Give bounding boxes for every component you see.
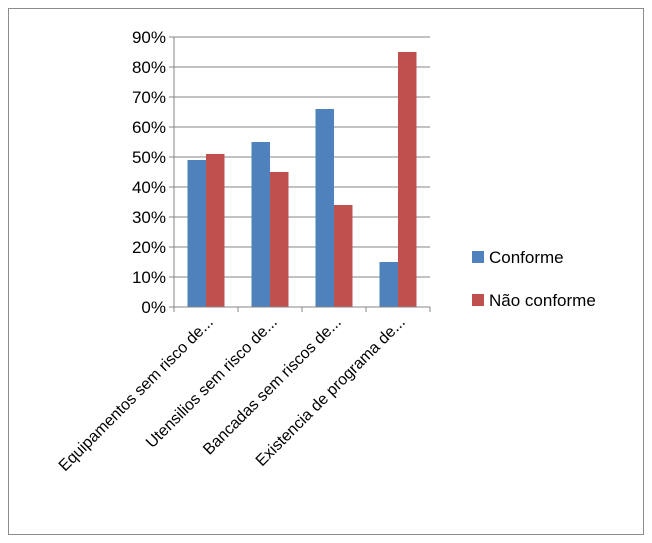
y-tick-label: 20%	[132, 238, 166, 257]
y-tick-label: 10%	[132, 268, 166, 287]
y-tick-label: 90%	[132, 28, 166, 47]
legend-swatch	[472, 294, 484, 306]
bar	[187, 160, 206, 307]
y-tick-label: 70%	[132, 88, 166, 107]
y-tick-label: 40%	[132, 178, 166, 197]
legend-label: Não conforme	[489, 291, 596, 310]
y-tick-label: 80%	[132, 58, 166, 77]
bar	[379, 262, 398, 307]
bar	[315, 109, 334, 307]
y-tick-label: 0%	[141, 298, 166, 317]
y-tick-label: 30%	[132, 208, 166, 227]
category-label: Utensilios sem risco de...	[143, 314, 281, 452]
legend-swatch	[472, 251, 484, 263]
y-tick-label: 60%	[132, 118, 166, 137]
bar	[270, 172, 289, 307]
bar	[206, 154, 225, 307]
bar	[251, 142, 270, 307]
bar	[398, 52, 417, 307]
legend-label: Conforme	[489, 248, 564, 267]
bar	[334, 205, 353, 307]
y-tick-label: 50%	[132, 148, 166, 167]
